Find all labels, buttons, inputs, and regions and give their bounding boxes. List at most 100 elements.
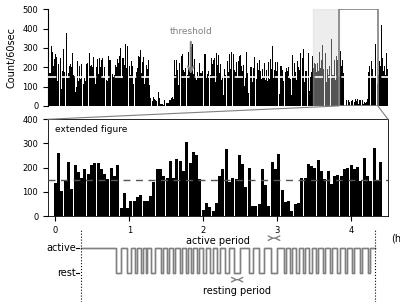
- Bar: [130, 202, 132, 216]
- Bar: [156, 101, 157, 106]
- Bar: [121, 78, 122, 106]
- Bar: [124, 65, 125, 106]
- Bar: [333, 176, 336, 216]
- Bar: [113, 176, 116, 216]
- Bar: [282, 70, 283, 106]
- Bar: [142, 201, 146, 216]
- Bar: [302, 58, 303, 106]
- Bar: [103, 77, 104, 106]
- Bar: [271, 162, 274, 216]
- Bar: [354, 102, 355, 106]
- Bar: [261, 52, 262, 106]
- Text: rest: rest: [57, 268, 76, 278]
- Bar: [144, 84, 145, 106]
- Bar: [308, 53, 309, 106]
- Bar: [247, 74, 248, 106]
- Bar: [323, 69, 324, 106]
- Bar: [67, 162, 70, 216]
- Bar: [119, 56, 120, 106]
- Bar: [215, 78, 216, 106]
- Bar: [335, 80, 336, 106]
- Bar: [128, 59, 129, 106]
- Bar: [142, 62, 143, 106]
- Bar: [330, 184, 333, 216]
- Bar: [222, 169, 224, 216]
- Bar: [187, 76, 188, 106]
- Bar: [202, 210, 205, 216]
- Bar: [271, 69, 272, 106]
- Bar: [161, 104, 162, 106]
- Bar: [205, 203, 208, 216]
- Bar: [97, 163, 100, 216]
- Bar: [127, 46, 128, 106]
- Bar: [191, 47, 192, 106]
- Bar: [48, 62, 49, 106]
- Bar: [314, 168, 316, 216]
- Bar: [268, 62, 269, 106]
- Bar: [265, 80, 266, 106]
- Bar: [159, 168, 162, 216]
- Bar: [274, 70, 275, 106]
- Bar: [176, 59, 177, 106]
- Bar: [57, 153, 60, 216]
- Bar: [167, 102, 168, 106]
- Bar: [52, 52, 53, 106]
- Bar: [250, 67, 251, 106]
- Bar: [289, 77, 290, 106]
- Bar: [376, 48, 377, 106]
- Bar: [385, 75, 386, 106]
- Text: extended figure: extended figure: [55, 125, 127, 134]
- Bar: [89, 53, 90, 106]
- Bar: [163, 104, 164, 106]
- Bar: [87, 63, 88, 106]
- Bar: [249, 78, 250, 106]
- Bar: [126, 208, 129, 216]
- Bar: [332, 74, 333, 106]
- Bar: [336, 56, 337, 106]
- Bar: [226, 52, 227, 106]
- Bar: [212, 211, 214, 216]
- Bar: [373, 77, 374, 106]
- Bar: [363, 158, 366, 216]
- Bar: [276, 71, 277, 106]
- Bar: [339, 77, 340, 106]
- Bar: [380, 66, 381, 106]
- Bar: [107, 81, 108, 106]
- Bar: [315, 64, 316, 106]
- Bar: [80, 178, 83, 216]
- Bar: [225, 75, 226, 106]
- Bar: [116, 165, 119, 216]
- Bar: [182, 171, 185, 216]
- Bar: [336, 175, 339, 216]
- Bar: [205, 54, 206, 106]
- Bar: [153, 97, 154, 106]
- Bar: [69, 66, 70, 106]
- Bar: [242, 71, 243, 106]
- Bar: [200, 73, 201, 106]
- Bar: [51, 46, 52, 106]
- Bar: [369, 66, 370, 106]
- Bar: [378, 75, 379, 106]
- Bar: [363, 104, 364, 106]
- Bar: [238, 61, 239, 106]
- Bar: [382, 58, 383, 106]
- Bar: [304, 178, 306, 216]
- Bar: [99, 58, 100, 106]
- Bar: [300, 178, 303, 216]
- Bar: [152, 101, 153, 106]
- Bar: [258, 204, 260, 216]
- Bar: [348, 100, 349, 106]
- Bar: [231, 52, 232, 106]
- Bar: [351, 101, 352, 106]
- Bar: [192, 44, 193, 106]
- Bar: [220, 74, 221, 106]
- Bar: [106, 80, 107, 106]
- Bar: [208, 206, 211, 216]
- Bar: [305, 71, 306, 106]
- Bar: [241, 164, 244, 216]
- Bar: [133, 201, 136, 216]
- Bar: [288, 67, 289, 106]
- Bar: [85, 81, 86, 106]
- Bar: [240, 56, 241, 106]
- Text: (h): (h): [391, 233, 400, 243]
